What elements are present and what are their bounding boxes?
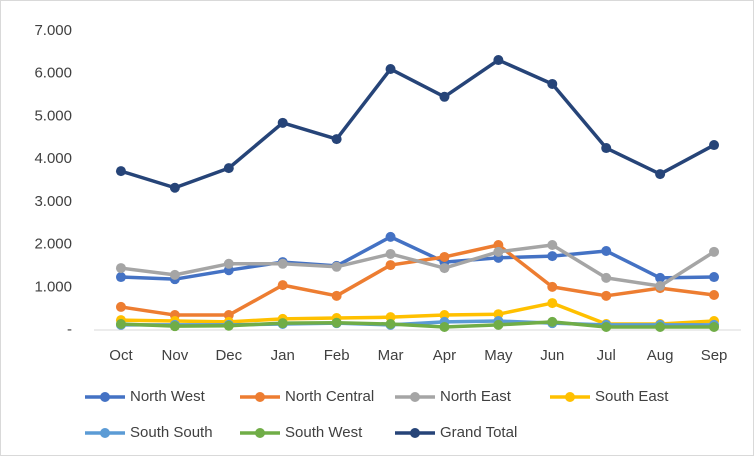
x-tick-label: Apr [433,347,456,364]
series-marker [385,319,396,330]
x-tick-label: Jan [271,347,295,364]
legend-label: Grand Total [440,424,517,441]
legend-marker [410,428,420,438]
series-marker [169,269,180,280]
y-tick-label: 3.000 [34,193,72,210]
series-marker [277,318,288,329]
y-tick-label: 7.000 [34,22,72,39]
series-marker [439,322,450,333]
series-line [120,58,715,190]
series-marker [169,321,180,332]
series-marker [223,258,234,269]
y-tick-label: 1.000 [34,278,72,295]
series-marker [547,78,558,89]
series-marker [277,117,288,128]
x-tick-label: Sep [701,347,728,364]
x-tick-label: Feb [324,347,350,364]
x-tick-label: Oct [109,347,133,364]
series-marker [331,317,342,328]
series-marker [655,322,666,333]
x-tick-label: Jun [540,347,564,364]
series-line [120,320,715,329]
series-marker [277,280,288,291]
series-marker [115,166,126,177]
series-marker [547,281,558,292]
series-marker [493,55,504,66]
series-marker [493,246,504,257]
legend-marker [100,428,110,438]
series-marker [115,272,126,283]
series-marker [385,248,396,259]
series-marker [331,290,342,301]
series-marker [223,310,234,321]
series-marker [601,290,612,301]
series-marker [547,298,558,309]
series-marker [331,134,342,145]
series-marker [601,245,612,256]
series-marker [709,289,720,300]
x-tick-label: Dec [215,347,242,364]
series-marker [601,143,612,154]
legend-label: South South [130,424,213,441]
y-tick-label: 6.000 [34,65,72,82]
legend-marker [410,392,420,402]
series-marker [547,251,558,262]
legend-marker [255,392,265,402]
series-marker [601,322,612,333]
series-marker [493,309,504,320]
y-tick-label: 2.000 [34,236,72,253]
series-marker [115,263,126,274]
x-tick-label: May [484,347,513,364]
series-marker [385,231,396,242]
series-marker [439,263,450,274]
series-marker [601,272,612,283]
legend-label: North West [130,388,206,405]
series-marker [547,316,558,327]
legend-label: South West [285,424,363,441]
series-marker [709,272,720,283]
series-marker [655,169,666,180]
x-tick-label: Aug [647,347,674,364]
x-tick-label: Jul [597,347,616,364]
series-marker [547,239,558,250]
legend-label: South East [595,388,669,405]
series-marker [223,320,234,331]
legend-marker [100,392,110,402]
series-marker [439,310,450,321]
x-tick-label: Mar [378,347,404,364]
series-marker [277,258,288,269]
series-marker [115,319,126,330]
series-line [120,243,715,288]
legend-marker [565,392,575,402]
series-marker [493,239,504,250]
series-marker [223,163,234,174]
y-tick-label: 4.000 [34,150,72,167]
series-marker [385,260,396,271]
series-marker [331,261,342,272]
y-tick-label: - [67,321,72,338]
series-marker [493,319,504,330]
series-marker [385,64,396,75]
x-tick-label: Nov [162,347,189,364]
series-marker [709,246,720,257]
legend-marker [255,428,265,438]
series-marker [709,140,720,151]
series-marker [439,91,450,102]
series-line [120,235,715,281]
legend-label: North East [440,388,512,405]
series-marker [655,272,666,283]
legend-label: North Central [285,388,374,405]
series-marker [115,301,126,312]
series-marker [655,281,666,292]
series-marker [169,182,180,193]
series-marker [385,312,396,323]
series-marker [439,251,450,262]
y-tick-label: 5.000 [34,107,72,124]
series-marker [709,322,720,333]
